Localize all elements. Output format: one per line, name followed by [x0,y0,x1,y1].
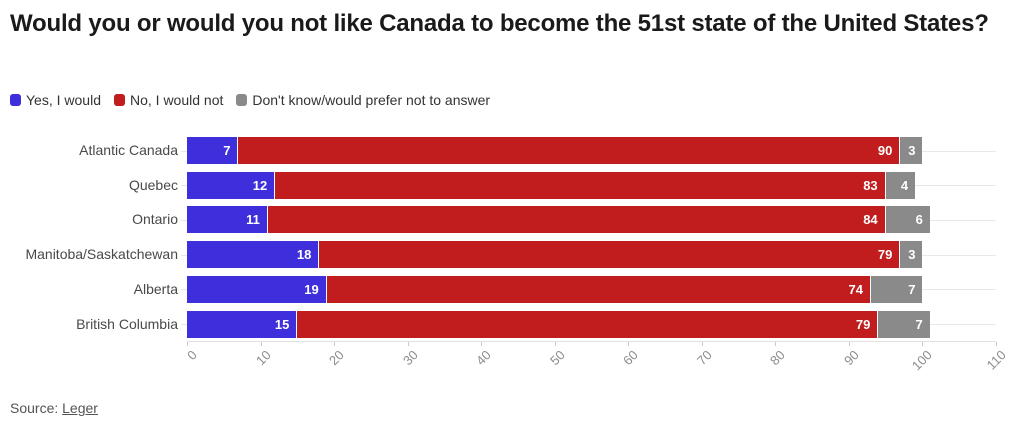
bar-segment: 90 [238,137,901,164]
x-axis-tick-label: 70 [693,347,715,369]
legend-label: Yes, I would [26,92,101,108]
bar-row: 11 84 6 [187,206,930,234]
x-axis-tick [775,342,777,346]
value-label: 3 [908,143,916,158]
x-axis-tick [922,342,924,346]
bar-row: 19 74 7 [187,275,923,303]
x-axis-tick [187,342,188,346]
value-label: 18 [296,247,312,263]
x-axis-tick [848,342,850,346]
bar-segment: 7 [187,137,239,164]
x-axis-tick [260,342,262,346]
x-axis-tick-label: 40 [473,347,495,369]
legend-label: Don't know/would prefer not to answer [252,92,491,108]
bar-segment: 7 [878,310,930,338]
value-label: 3 [908,247,916,263]
bar-row: 18 79 3 [187,241,923,269]
source-link[interactable]: Leger [62,400,98,416]
value-label: 6 [915,212,923,228]
bar-segment: 4 [885,171,916,199]
chart-title: Would you or would you not like Canada t… [10,10,989,37]
x-axis-line [187,341,996,342]
bar-row: 12 83 4 [187,171,916,199]
x-axis-tick [481,342,483,346]
x-axis-tick-label: 80 [767,347,789,369]
legend-item: Don't know/would prefer not to answer [236,92,490,108]
x-axis-tick [996,342,997,346]
value-label: 79 [855,316,871,332]
source-line: Source: Leger [10,400,98,416]
x-axis-tick-label: 100 [909,347,936,374]
bar-segment: 6 [885,206,930,234]
legend-swatch-icon [113,94,125,106]
x-axis-tick-label: 30 [399,347,421,369]
bar-row: 7 90 3 [187,137,923,164]
x-axis-tick [334,342,336,346]
value-label: 84 [863,212,878,228]
bar-segment: 3 [900,137,923,164]
legend-item: Yes, I would [10,92,101,108]
x-axis-tick-label: 20 [326,347,347,369]
value-label: 79 [877,247,893,263]
bar-segment: 74 [326,275,871,303]
value-label: 12 [252,177,268,193]
category-label: Quebec [128,176,178,193]
bar-segment: 18 [187,241,320,269]
category-label: British Columbia [76,315,178,332]
value-label: 11 [246,212,260,228]
category-label: Manitoba/Saskatchewan [25,246,178,263]
value-label: 7 [223,143,231,158]
value-label: 7 [908,281,916,297]
value-label: 7 [915,316,923,332]
x-axis-tick-label: 10 [252,347,274,369]
bar-segment: 12 [187,171,276,199]
value-label: 19 [304,281,319,297]
bar-segment: 7 [870,275,923,303]
legend-label: No, I would not [129,92,224,108]
x-axis-tick-label: 0 [184,347,200,364]
value-label: 83 [863,177,878,193]
legend-swatch-icon [10,94,21,106]
bar-segment: 15 [187,310,298,338]
value-label: 74 [848,281,863,297]
legend-item: No, I would not [113,92,224,108]
source-prefix: Source: [10,400,63,416]
category-label: Alberta [133,280,178,297]
x-axis-tick [407,342,409,346]
category-label: Atlantic Canada [79,142,178,158]
legend: Yes, I would No, I would not Don't know/wo… [10,92,503,108]
bar-segment: 19 [187,275,327,303]
bar-segment: 79 [319,241,901,269]
value-label: 4 [900,177,909,193]
x-axis-tick-label: 50 [546,347,568,369]
x-axis-tick-label: 90 [840,347,862,369]
x-axis-tick-label: 60 [620,347,642,369]
bar-segment: 84 [267,206,886,234]
bar-row: 15 79 7 [187,310,930,338]
category-label: Ontario [132,211,178,228]
x-axis-tick-label: 110 [983,347,1009,373]
x-axis-tick [628,342,630,346]
x-axis-tick [701,342,703,346]
bar-segment: 79 [297,310,879,338]
value-label: 15 [274,316,290,332]
bar-segment: 11 [187,206,268,234]
value-label: 90 [877,143,893,158]
bar-segment: 83 [275,171,886,199]
bar-segment: 3 [900,241,923,269]
legend-swatch-icon [236,94,248,106]
x-axis-tick [554,342,556,346]
